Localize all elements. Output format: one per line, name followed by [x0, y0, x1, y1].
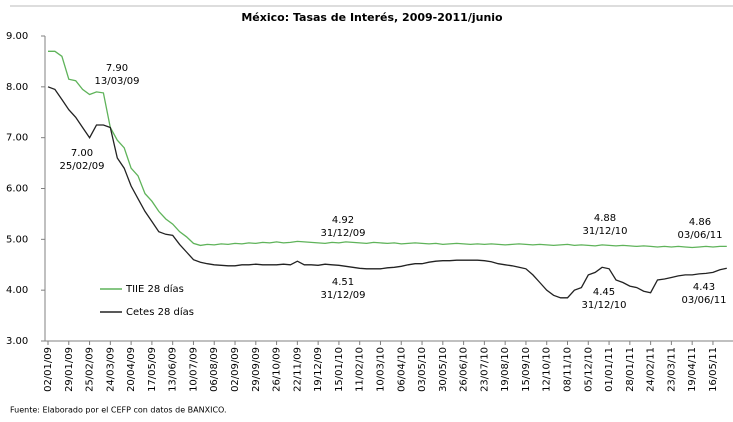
x-tick-label: 29/09/09	[251, 347, 262, 392]
x-tick-label: 25/02/09	[85, 347, 96, 392]
annotation: 31/12/10	[582, 300, 627, 311]
y-tick-label: 7.00	[6, 133, 28, 144]
x-tick-label: 03/05/10	[417, 347, 428, 392]
y-tick-label: 8.00	[6, 82, 28, 93]
x-tick-label: 20/04/09	[126, 347, 137, 392]
annotation: 4.92	[332, 215, 354, 226]
y-tick-label: 4.00	[6, 285, 28, 296]
series-line	[47, 86, 727, 299]
annotation: 7.90	[106, 63, 128, 74]
x-tick-label: 30/05/10	[438, 347, 449, 392]
legend-label: TIIE 28 días	[125, 283, 184, 295]
x-tick-label: 19/12/09	[313, 347, 324, 392]
annotation: 31/12/10	[583, 226, 628, 237]
chart-title: México: Tasas de Interés, 2009-2011/juni…	[241, 11, 503, 24]
x-tick-label: 17/05/09	[147, 347, 158, 392]
annotation: 03/06/11	[682, 295, 727, 306]
annotation: 25/02/09	[60, 161, 105, 172]
annotation: 7.00	[71, 148, 93, 159]
x-tick-label: 24/02/11	[646, 347, 657, 392]
x-tick-label: 13/06/09	[168, 347, 179, 392]
x-tick-label: 02/09/09	[230, 347, 241, 392]
y-tick-label: 6.00	[6, 184, 28, 195]
x-tick-label: 15/09/10	[521, 347, 532, 392]
annotation: 03/06/11	[678, 230, 723, 241]
annotation: 4.45	[593, 287, 615, 298]
annotation: 4.51	[332, 277, 354, 288]
x-tick-label: 28/01/11	[625, 347, 636, 392]
x-tick-label: 10/07/09	[188, 347, 199, 392]
x-tick-label: 29/01/09	[64, 347, 75, 392]
x-tick-label: 12/10/10	[542, 347, 553, 392]
x-tick-label: 16/05/11	[708, 347, 719, 392]
x-tick-label: 06/04/10	[396, 347, 407, 392]
x-tick-label: 24/03/09	[105, 347, 116, 392]
x-tick-label: 19/08/10	[500, 347, 511, 392]
annotation: 4.43	[693, 282, 715, 293]
x-tick-label: 05/12/10	[583, 347, 594, 392]
x-tick-label: 15/01/10	[334, 347, 345, 392]
annotation: 31/12/09	[321, 228, 366, 239]
x-tick-label: 23/07/10	[479, 347, 490, 392]
annotation: 4.86	[689, 217, 711, 228]
x-tick-label: 11/02/10	[355, 347, 366, 392]
annotation: 31/12/09	[321, 290, 366, 301]
x-tick-label: 01/01/11	[604, 347, 615, 392]
x-tick-label: 23/03/11	[666, 347, 677, 392]
x-tick-label: 10/03/10	[375, 347, 386, 392]
x-tick-label: 02/01/09	[43, 347, 54, 392]
x-tick-label: 22/11/09	[292, 347, 303, 392]
y-tick-label: 5.00	[6, 234, 28, 245]
annotation: 13/03/09	[95, 76, 140, 87]
x-tick-label: 06/08/09	[209, 347, 220, 392]
annotation: 4.88	[594, 213, 616, 224]
series-line	[48, 50, 727, 249]
x-tick-label: 19/04/11	[687, 347, 698, 392]
y-tick-label: 3.00	[6, 336, 28, 347]
y-tick-label: 9.00	[6, 31, 28, 42]
legend-label: Cetes 28 días	[126, 306, 194, 318]
x-tick-label: 08/11/10	[563, 347, 574, 392]
x-tick-label: 26/06/10	[459, 347, 470, 392]
x-tick-label: 26/10/09	[272, 347, 283, 392]
source-note: Fuente: Elaborado por el CEFP con datos …	[10, 406, 227, 415]
